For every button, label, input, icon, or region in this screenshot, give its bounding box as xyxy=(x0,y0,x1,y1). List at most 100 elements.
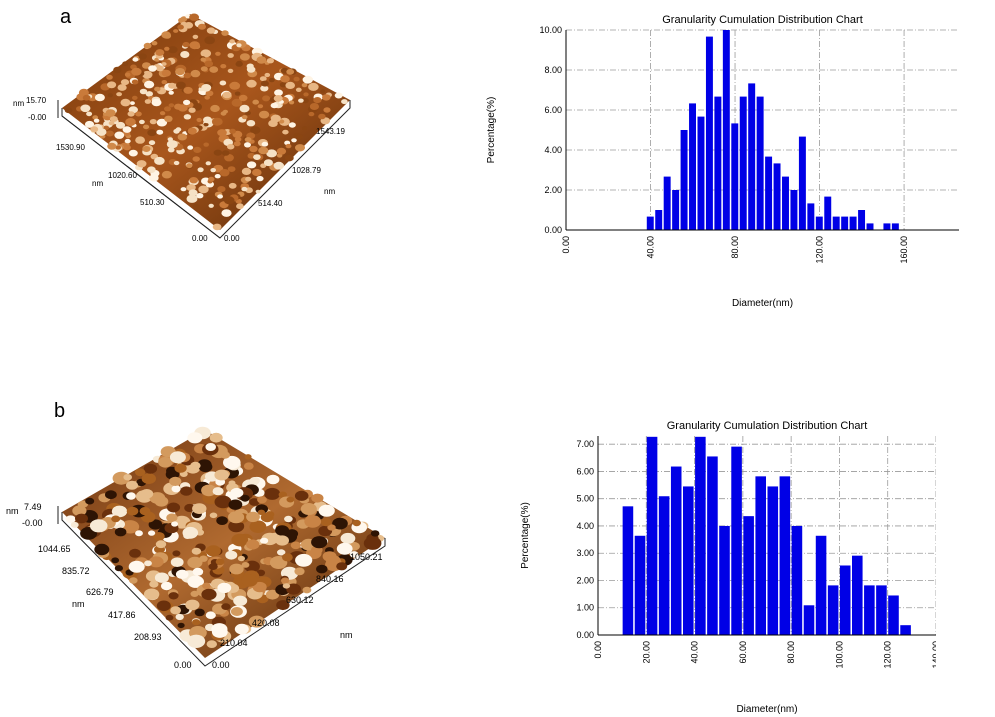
afm-bump xyxy=(308,82,319,91)
afm-bump xyxy=(234,91,241,96)
histogram-bar xyxy=(707,456,718,635)
x-axis-label: Diameter(nm) xyxy=(732,298,793,309)
afm-bump xyxy=(241,574,258,587)
afm-bump xyxy=(273,95,283,102)
afm-bump xyxy=(262,95,271,102)
afm-bump xyxy=(201,484,217,497)
afm-bump xyxy=(320,89,326,94)
afm-bump xyxy=(144,99,152,104)
histogram-bar xyxy=(755,476,766,635)
afm-bump xyxy=(228,511,245,524)
afm-bump xyxy=(241,562,250,568)
afm-bump xyxy=(246,539,260,550)
afm-bump xyxy=(275,535,290,546)
histogram-bar xyxy=(689,103,696,230)
afm-bump xyxy=(217,194,224,199)
afm-bump xyxy=(128,560,145,573)
afm-bump xyxy=(220,451,230,459)
afm-bump xyxy=(72,505,87,516)
afm-bump xyxy=(208,203,214,208)
afm-bump xyxy=(114,527,127,537)
afm-bump xyxy=(198,461,213,473)
afm-bump xyxy=(227,68,234,73)
histogram-bar xyxy=(900,625,911,635)
afm-bump xyxy=(151,41,158,46)
afm-bump xyxy=(165,614,174,621)
afm-bump xyxy=(282,129,289,135)
afm-bump xyxy=(249,477,260,485)
afm-bump xyxy=(139,88,148,95)
afm-bump xyxy=(309,103,319,110)
afm-bump xyxy=(123,474,132,481)
afm-bump xyxy=(111,505,128,518)
y-axis-label: Percentage(%) xyxy=(486,97,497,164)
afm-bump xyxy=(285,143,292,149)
afm-bump xyxy=(188,107,196,113)
afm-bump xyxy=(294,567,305,576)
afm-bump xyxy=(214,174,221,179)
afm-bump xyxy=(177,24,184,30)
afm-bump xyxy=(318,113,326,120)
afm-bump xyxy=(200,49,212,58)
afm-bump xyxy=(183,114,192,120)
histogram-chart-b: Granularity Cumulation Distribution Char… xyxy=(520,420,936,715)
afm-bump xyxy=(260,80,269,87)
afm-bump xyxy=(221,150,230,156)
x-tick-label: 0.00 xyxy=(593,641,603,659)
afm-bump xyxy=(210,104,220,113)
afm-bump xyxy=(143,463,158,474)
afm-bump xyxy=(281,577,290,584)
afm-bump xyxy=(191,547,202,555)
afm-bump xyxy=(199,555,208,562)
afm-bump xyxy=(185,599,200,611)
afm-bump xyxy=(256,175,264,182)
afm-bump xyxy=(187,127,197,135)
afm-bump xyxy=(244,142,251,148)
afm-left-tick: 626.79 xyxy=(86,587,114,597)
afm-bump xyxy=(194,608,205,617)
afm-bump xyxy=(180,51,190,58)
afm-bump xyxy=(168,46,178,54)
afm-left-tick: 1044.65 xyxy=(38,544,71,554)
chart-title: Granularity Cumulation Distribution Char… xyxy=(662,14,863,26)
afm-bump xyxy=(278,491,287,498)
afm-bump xyxy=(186,194,198,203)
x-tick-label: 0.00 xyxy=(561,236,571,254)
afm-bump xyxy=(286,496,295,503)
afm-bump xyxy=(230,607,243,616)
afm-bump xyxy=(149,119,157,125)
afm-bump xyxy=(349,551,359,558)
afm-bump xyxy=(105,130,114,137)
afm-bump xyxy=(198,23,206,30)
afm-bump xyxy=(295,553,313,567)
afm-bump xyxy=(192,503,207,514)
afm-bump xyxy=(276,147,287,155)
afm-bump xyxy=(316,564,328,574)
afm-bump xyxy=(190,461,201,470)
afm-bump xyxy=(276,600,290,611)
histogram-bar xyxy=(864,585,875,635)
afm-bump xyxy=(205,161,211,166)
afm-left-tick: 510.30 xyxy=(140,198,165,207)
afm-bump xyxy=(228,182,237,189)
afm-bump xyxy=(206,27,216,34)
afm-bump xyxy=(249,145,258,153)
afm-topography-bumps xyxy=(64,13,348,231)
afm-bump xyxy=(227,143,235,150)
afm-bump xyxy=(249,498,260,506)
afm-bump xyxy=(237,555,245,562)
afm-bump xyxy=(264,487,281,500)
afm-bump xyxy=(135,136,146,144)
afm-bump xyxy=(259,76,267,82)
panel-letter-b: b xyxy=(54,400,66,422)
afm-bump xyxy=(155,49,165,56)
x-tick-label: 140.00 xyxy=(931,641,936,669)
afm-bump xyxy=(129,548,141,558)
afm-bump xyxy=(148,519,163,530)
afm-bump xyxy=(169,476,182,486)
afm-bump xyxy=(187,634,206,648)
afm-3d-surface-a: nm 15.70 -0.00 1530.90 1020.60 nm 510.30… xyxy=(13,13,351,243)
afm-bump xyxy=(241,186,248,192)
afm-bump xyxy=(258,110,270,119)
afm-bump xyxy=(219,80,227,86)
